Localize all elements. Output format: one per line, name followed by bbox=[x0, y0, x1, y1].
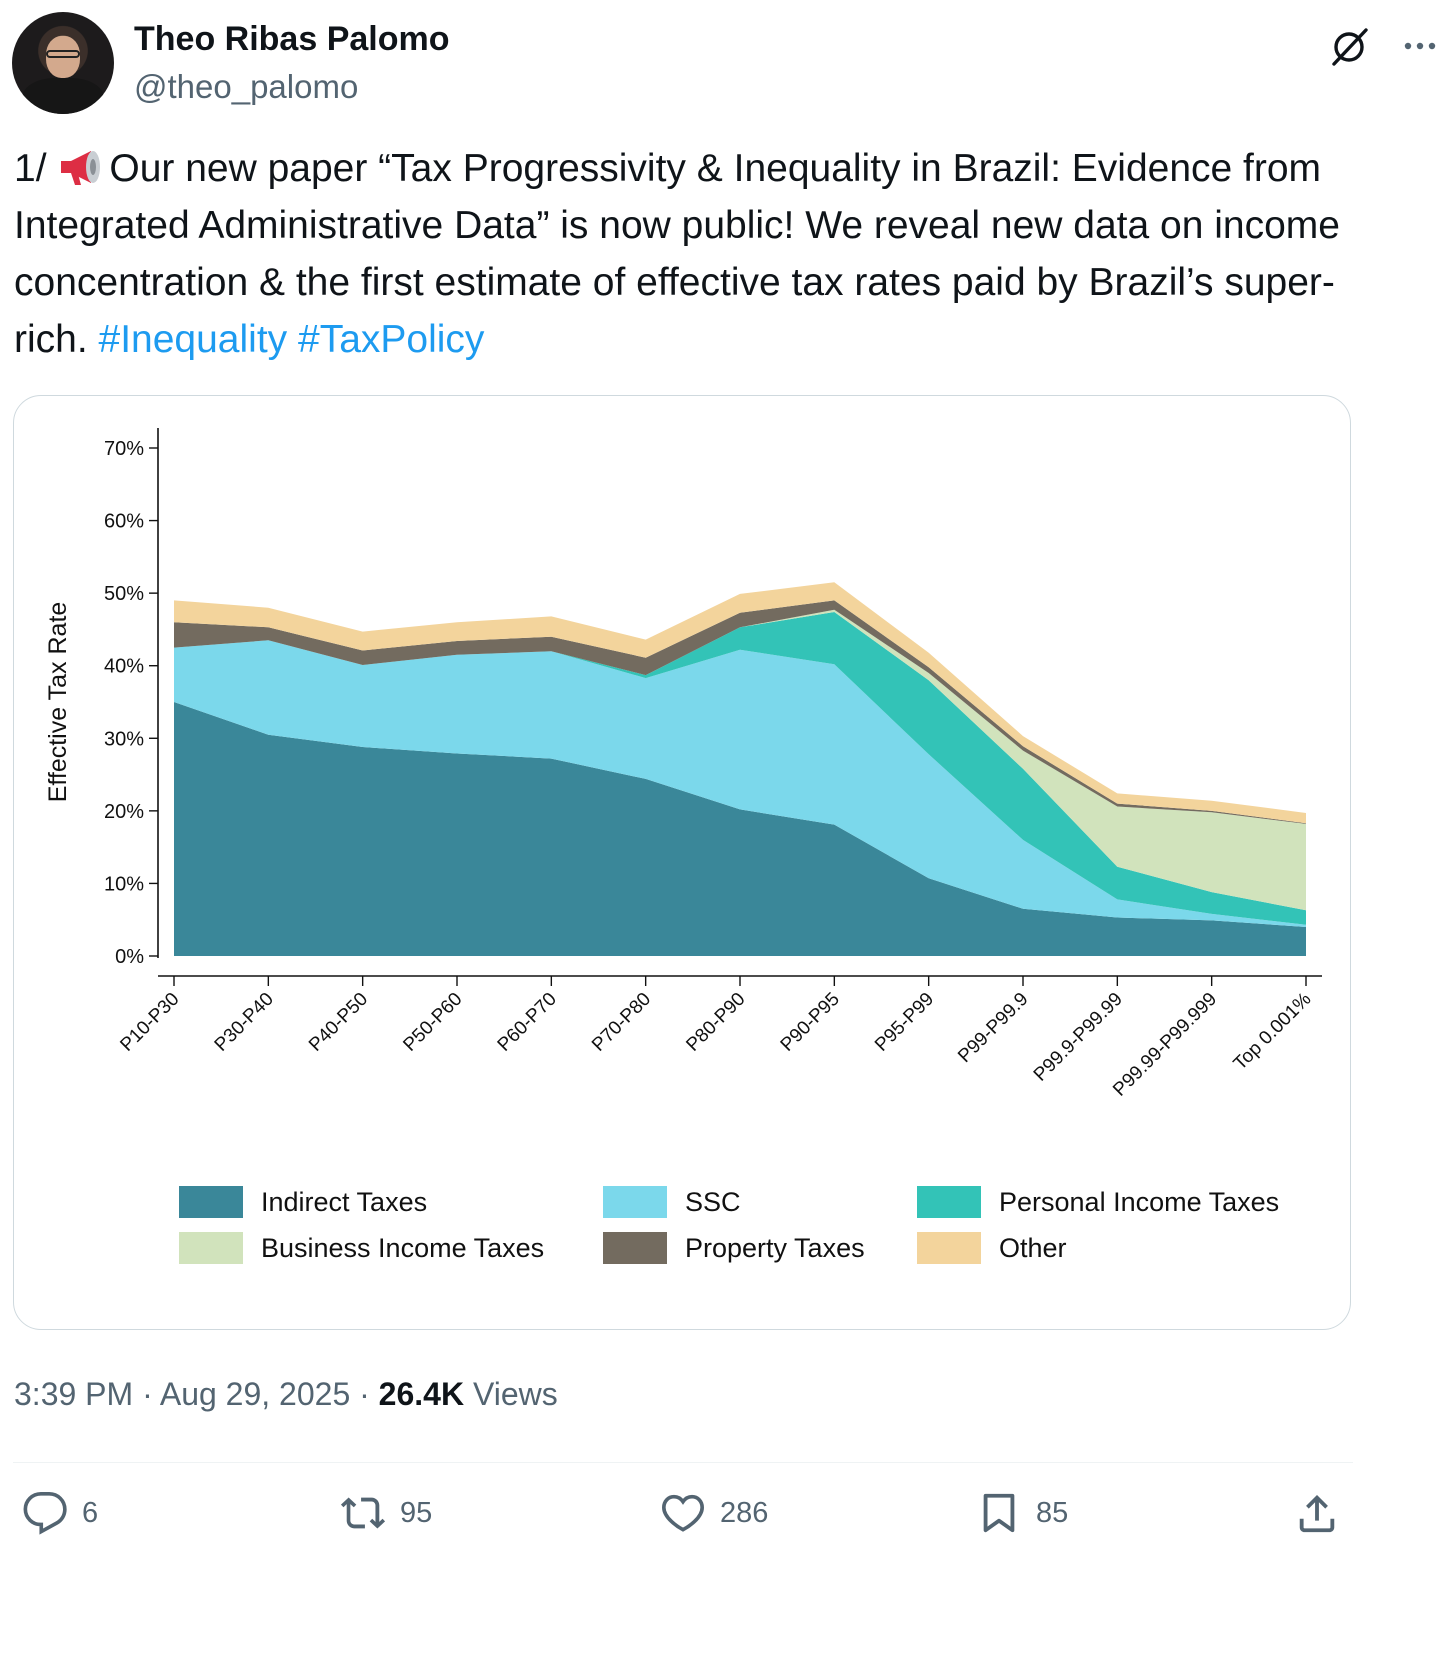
legend-swatch bbox=[917, 1186, 981, 1218]
reply-button[interactable]: 6 bbox=[22, 1490, 98, 1536]
megaphone-icon bbox=[61, 151, 101, 185]
hashtag-inequality[interactable]: #Inequality bbox=[98, 318, 288, 361]
meta-separator: · bbox=[133, 1376, 160, 1412]
x-tick-label: P50-P60 bbox=[399, 989, 466, 1056]
tweet-body: Our new paper “Tax Progressivity & Inequ… bbox=[14, 147, 1340, 361]
share-icon bbox=[1299, 1494, 1335, 1533]
like-button[interactable]: 286 bbox=[660, 1490, 768, 1536]
legend-item-property-taxes: Property Taxes bbox=[603, 1232, 865, 1264]
area-ssc bbox=[174, 640, 1306, 927]
x-tick-label: P10-P30 bbox=[116, 989, 183, 1056]
legend-swatch bbox=[179, 1232, 243, 1264]
legend-label: Business Income Taxes bbox=[261, 1232, 545, 1263]
area-personal-income-taxes bbox=[174, 612, 1306, 925]
chart-legend: Indirect Taxes SSC Personal Income Taxes Bu… bbox=[179, 1186, 1329, 1296]
retweet-count: 95 bbox=[400, 1496, 433, 1529]
media-card[interactable]: 0% 10% 20% 30% 40% 50% 60% 70% Effective Tax Rat… bbox=[13, 395, 1351, 1330]
y-tick-label: 0% bbox=[115, 946, 144, 968]
x-tick-label: P80-P90 bbox=[682, 989, 749, 1056]
y-tick-label: 60% bbox=[104, 511, 144, 533]
x-tick-label: P90-P95 bbox=[777, 989, 844, 1056]
legend-item-ssc: SSC bbox=[603, 1186, 741, 1218]
x-tick-label: Top 0.001% bbox=[1230, 989, 1316, 1075]
x-tick-label: P40-P50 bbox=[305, 989, 372, 1056]
stacked-area-chart: 0% 10% 20% 30% 40% 50% 60% 70% Effective Tax Rat… bbox=[44, 428, 1322, 1101]
legend-label: Indirect Taxes bbox=[261, 1186, 428, 1217]
area-business-income-taxes bbox=[174, 609, 1306, 911]
area-indirect-taxes bbox=[174, 702, 1306, 956]
legend-label: SSC bbox=[685, 1186, 741, 1217]
x-tick-label: P99-P99.9 bbox=[954, 989, 1032, 1067]
divider bbox=[13, 1462, 1353, 1463]
views-count[interactable]: 26.4K bbox=[378, 1376, 465, 1412]
tweet-header: Theo Ribas Palomo @theo_palomo bbox=[12, 12, 1444, 122]
y-tick-label: 40% bbox=[104, 656, 144, 678]
legend-item-personal-income-taxes: Personal Income Taxes bbox=[917, 1186, 1279, 1218]
tweet-meta: 3:39 PM · Aug 29, 2025 · 26.4K Views bbox=[14, 1376, 558, 1413]
y-tick-label: 50% bbox=[104, 583, 144, 605]
more-icon[interactable] bbox=[1400, 26, 1440, 66]
author-name[interactable]: Theo Ribas Palomo bbox=[134, 20, 450, 58]
x-tick-label: P99.9-P99.99 bbox=[1030, 989, 1127, 1086]
tweet-time[interactable]: 3:39 PM bbox=[14, 1376, 134, 1412]
meta-separator-2: · bbox=[350, 1376, 379, 1412]
grok-icon[interactable] bbox=[1328, 24, 1372, 68]
views-label: Views bbox=[464, 1376, 558, 1412]
legend-item-other: Other bbox=[917, 1232, 1067, 1264]
tweet-prefix: 1/ bbox=[14, 147, 58, 190]
y-tick-label: 30% bbox=[104, 728, 144, 750]
legend-swatch bbox=[603, 1186, 667, 1218]
y-tick-label: 10% bbox=[104, 873, 144, 895]
bookmark-button[interactable]: 85 bbox=[976, 1490, 1068, 1536]
x-tick-label: P99.99-P99.999 bbox=[1109, 989, 1221, 1101]
x-tick-label: P95-P99 bbox=[871, 989, 938, 1056]
tweet-text: 1/ Our new paper “Tax Progressivity & In… bbox=[14, 140, 1374, 368]
y-tick-label: 20% bbox=[104, 801, 144, 823]
legend-swatch bbox=[917, 1232, 981, 1264]
legend-label: Personal Income Taxes bbox=[999, 1186, 1280, 1217]
legend-item-indirect-taxes: Indirect Taxes bbox=[179, 1186, 427, 1218]
legend-label: Other bbox=[999, 1232, 1067, 1263]
legend-swatch bbox=[603, 1232, 667, 1264]
x-tick-label: P30-P40 bbox=[211, 989, 278, 1056]
like-count: 286 bbox=[720, 1496, 769, 1529]
share-button[interactable] bbox=[1294, 1490, 1354, 1536]
reply-icon bbox=[23, 1492, 67, 1535]
retweet-icon bbox=[340, 1497, 386, 1529]
reply-count: 6 bbox=[82, 1496, 99, 1529]
avatar[interactable] bbox=[12, 12, 114, 114]
legend-swatch bbox=[179, 1186, 243, 1218]
tweet-date[interactable]: Aug 29, 2025 bbox=[159, 1376, 351, 1412]
author-handle[interactable]: @theo_palomo bbox=[134, 68, 359, 105]
retweet-button[interactable]: 95 bbox=[340, 1490, 432, 1536]
y-tick-label: 70% bbox=[104, 438, 144, 460]
bookmark-icon bbox=[983, 1493, 1015, 1533]
y-axis-title: Effective Tax Rate bbox=[44, 602, 72, 803]
legend-label: Property Taxes bbox=[685, 1232, 865, 1263]
action-bar: 6 95 286 85 bbox=[0, 1490, 1456, 1560]
legend-item-business-income-taxes: Business Income Taxes bbox=[179, 1232, 544, 1264]
x-tick-label: P70-P80 bbox=[588, 989, 655, 1056]
bookmark-count: 85 bbox=[1036, 1496, 1069, 1529]
hashtag-taxpolicy[interactable]: #TaxPolicy bbox=[298, 318, 485, 361]
heart-icon bbox=[662, 1494, 704, 1532]
x-tick-label: P60-P70 bbox=[494, 989, 561, 1056]
